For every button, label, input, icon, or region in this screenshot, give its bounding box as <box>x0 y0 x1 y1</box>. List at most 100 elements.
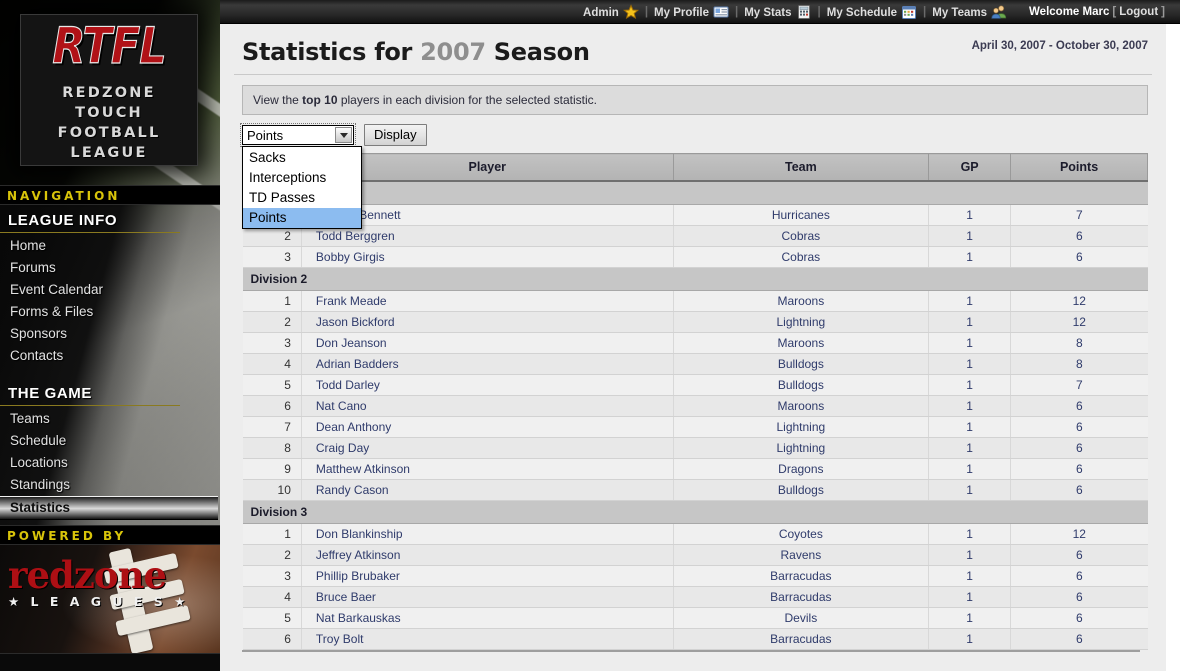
stat-select[interactable]: Points <box>240 123 356 147</box>
logout-link[interactable]: Logout <box>1119 5 1159 18</box>
cell-team[interactable]: Bulldogs <box>673 479 930 501</box>
cell-team[interactable]: Lightning <box>673 311 930 333</box>
cell-team-link[interactable]: Bulldogs <box>777 378 824 392</box>
sidebar-item-teams[interactable]: Teams <box>10 411 50 426</box>
redzone-leagues-logo[interactable]: redzone ★ L E A G U E S ★ <box>8 557 189 610</box>
cell-team-link[interactable]: Coyotes <box>778 527 823 541</box>
cell-team[interactable]: Cobras <box>673 246 930 268</box>
topbar-link-my-stats[interactable]: My Stats <box>744 4 811 20</box>
cell-team[interactable]: Barracudas <box>673 586 930 608</box>
cell-team[interactable]: Bulldogs <box>673 374 930 396</box>
chevron-down-icon[interactable] <box>335 127 352 143</box>
cell-player[interactable]: Phillip Brubaker <box>300 565 674 587</box>
league-logo[interactable]: RTFL REDZONE TOUCH FOOTBALL LEAGUE <box>20 14 198 166</box>
cell-player[interactable]: Adrian Badders <box>300 353 674 375</box>
cell-player[interactable]: Randy Cason <box>300 479 674 501</box>
cell-team[interactable]: Hurricanes <box>673 204 930 226</box>
cell-team[interactable]: Maroons <box>673 395 930 417</box>
cell-team[interactable]: Cobras <box>673 225 930 247</box>
cell-player[interactable]: Nat Barkauskas <box>300 607 674 629</box>
cell-team[interactable]: Barracudas <box>673 565 930 587</box>
cell-player-link[interactable]: Frank Meade <box>315 294 387 308</box>
cell-team-link[interactable]: Barracudas <box>770 569 832 583</box>
cell-player-link[interactable]: Don Jeanson <box>315 336 387 350</box>
column-header-team[interactable]: Team <box>672 153 930 182</box>
cell-player-link[interactable]: Jason Bickford <box>315 315 395 329</box>
cell-player[interactable]: Todd Darley <box>300 374 674 396</box>
cell-team-link[interactable]: Ravens <box>780 548 822 562</box>
cell-team[interactable]: Bulldogs <box>673 353 930 375</box>
cell-team-link[interactable]: Lightning <box>776 420 826 434</box>
cell-team-link[interactable]: Lightning <box>776 315 826 329</box>
cell-player[interactable]: Craig Day <box>300 437 674 459</box>
cell-team[interactable]: Lightning <box>673 437 930 459</box>
cell-player-link[interactable]: Bruce Baer <box>315 590 376 604</box>
cell-player-link[interactable]: Adrian Badders <box>315 357 399 371</box>
cell-team-link[interactable]: Dragons <box>778 462 824 476</box>
cell-team-link[interactable]: Barracudas <box>770 590 832 604</box>
cell-player[interactable]: Bobby Girgis <box>300 246 674 268</box>
cell-player-link[interactable]: Dean Anthony <box>315 420 392 434</box>
cell-team-link[interactable]: Bulldogs <box>777 483 824 497</box>
cell-player[interactable]: Jeffrey Atkinson <box>300 544 674 566</box>
sidebar-item-forums[interactable]: Forums <box>10 260 56 275</box>
cell-team-link[interactable]: Barracudas <box>770 632 832 646</box>
dropdown-option-interceptions[interactable]: Interceptions <box>249 170 327 185</box>
cell-team[interactable]: Dragons <box>673 458 930 480</box>
cell-player[interactable]: Matthew Atkinson <box>300 458 674 480</box>
display-button[interactable]: Display <box>364 124 427 146</box>
cell-player[interactable]: Troy Bolt <box>300 628 674 650</box>
cell-team-link[interactable]: Devils <box>784 611 818 625</box>
sidebar-item-statistics[interactable]: Statistics <box>0 496 218 520</box>
sidebar-item-event-calendar[interactable]: Event Calendar <box>10 282 104 297</box>
cell-team-link[interactable]: Maroons <box>777 336 825 350</box>
cell-team-link[interactable]: Maroons <box>777 294 825 308</box>
cell-team[interactable]: Ravens <box>673 544 930 566</box>
cell-team-link[interactable]: Cobras <box>781 250 821 264</box>
column-header-gp[interactable]: GP <box>928 153 1012 182</box>
cell-player[interactable]: Don Jeanson <box>300 332 674 354</box>
cell-player[interactable]: Gordon Bennett <box>300 204 674 226</box>
sidebar-item-contacts[interactable]: Contacts <box>10 348 64 363</box>
cell-player-link[interactable]: Don Blankinship <box>315 527 403 541</box>
cell-team[interactable]: Maroons <box>673 290 930 312</box>
cell-player[interactable]: Frank Meade <box>300 290 674 312</box>
cell-player-link[interactable]: Matthew Atkinson <box>315 462 410 476</box>
cell-player-link[interactable]: Bobby Girgis <box>315 250 385 264</box>
cell-team-link[interactable]: Cobras <box>781 229 821 243</box>
sidebar-item-schedule[interactable]: Schedule <box>10 433 67 448</box>
dropdown-option-sacks[interactable]: Sacks <box>249 150 286 165</box>
cell-player-link[interactable]: Craig Day <box>315 441 370 455</box>
cell-player-link[interactable]: Randy Cason <box>315 483 389 497</box>
cell-player-link[interactable]: Troy Bolt <box>315 632 364 646</box>
column-header-player[interactable]: Player <box>300 153 674 182</box>
cell-team[interactable]: Devils <box>673 607 930 629</box>
cell-team-link[interactable]: Lightning <box>776 441 826 455</box>
topbar-link-admin[interactable]: Admin <box>583 3 639 20</box>
cell-team-link[interactable]: Bulldogs <box>777 357 824 371</box>
cell-team[interactable]: Coyotes <box>673 523 930 545</box>
sidebar-item-standings[interactable]: Standings <box>10 477 71 492</box>
sidebar-item-sponsors[interactable]: Sponsors <box>10 326 68 341</box>
dropdown-option-td-passes[interactable]: TD Passes <box>249 190 316 205</box>
cell-player-link[interactable]: Todd Berggren <box>315 229 395 243</box>
cell-team[interactable]: Maroons <box>673 332 930 354</box>
cell-player-link[interactable]: Phillip Brubaker <box>315 569 400 583</box>
cell-team-link[interactable]: Maroons <box>777 399 825 413</box>
topbar-link-my-profile[interactable]: My Profile <box>654 4 729 20</box>
cell-player[interactable]: Don Blankinship <box>300 523 674 545</box>
cell-player[interactable]: Dean Anthony <box>300 416 674 438</box>
topbar-link-my-teams[interactable]: My Teams <box>932 4 1007 20</box>
sidebar-item-home[interactable]: Home <box>10 238 47 253</box>
cell-team-link[interactable]: Hurricanes <box>771 208 830 222</box>
stat-select-dropdown[interactable]: Sacks Interceptions TD Passes Points <box>242 146 362 229</box>
sidebar-item-locations[interactable]: Locations <box>10 455 68 470</box>
cell-player[interactable]: Bruce Baer <box>300 586 674 608</box>
cell-team[interactable]: Barracudas <box>673 628 930 650</box>
dropdown-option-points[interactable]: Points <box>243 208 361 228</box>
cell-team[interactable]: Lightning <box>673 416 930 438</box>
cell-player[interactable]: Todd Berggren <box>300 225 674 247</box>
cell-player-link[interactable]: Nat Cano <box>315 399 367 413</box>
column-header-stat[interactable]: Points <box>1010 153 1148 182</box>
topbar-link-my-schedule[interactable]: My Schedule <box>827 4 917 20</box>
